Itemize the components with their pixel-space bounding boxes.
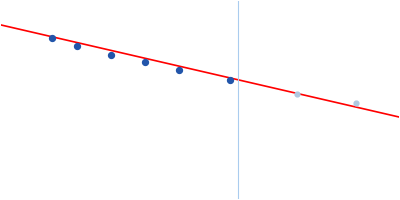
Point	[49, 36, 55, 40]
Point	[353, 101, 360, 104]
Point	[142, 61, 148, 64]
Point	[74, 45, 81, 48]
Point	[294, 93, 300, 96]
Point	[108, 53, 114, 57]
Point	[176, 69, 182, 72]
Point	[226, 79, 233, 82]
